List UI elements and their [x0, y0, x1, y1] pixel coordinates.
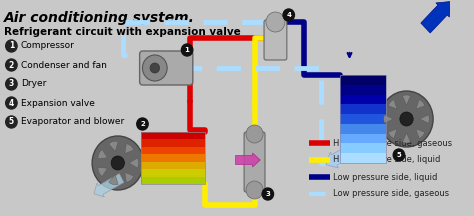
FancyArrow shape	[326, 140, 364, 168]
Circle shape	[393, 149, 405, 161]
Wedge shape	[125, 172, 134, 182]
Circle shape	[6, 97, 17, 109]
Circle shape	[111, 156, 124, 170]
Bar	[340, 104, 386, 115]
Circle shape	[150, 63, 160, 73]
Wedge shape	[416, 129, 425, 138]
Wedge shape	[98, 149, 108, 159]
Text: 4: 4	[9, 98, 14, 108]
Bar	[141, 162, 205, 170]
Text: Expansion valve: Expansion valve	[21, 98, 95, 108]
Bar	[340, 153, 386, 164]
Circle shape	[143, 55, 167, 81]
FancyBboxPatch shape	[244, 132, 265, 192]
Text: 2: 2	[140, 121, 145, 127]
Wedge shape	[98, 167, 108, 176]
Wedge shape	[402, 133, 410, 143]
Wedge shape	[125, 144, 134, 154]
Bar	[340, 95, 386, 105]
Wedge shape	[388, 129, 397, 138]
Bar	[141, 132, 205, 184]
Bar	[340, 134, 386, 144]
Bar	[340, 143, 386, 154]
Wedge shape	[420, 115, 429, 123]
Text: Evaporator and blower: Evaporator and blower	[21, 118, 124, 127]
FancyArrow shape	[94, 174, 124, 197]
Bar	[141, 169, 205, 177]
Circle shape	[6, 78, 17, 90]
Wedge shape	[388, 100, 397, 109]
Text: Air conditioning system.: Air conditioning system.	[4, 11, 195, 25]
Bar	[141, 154, 205, 162]
Bar	[141, 147, 205, 155]
Bar	[340, 124, 386, 134]
Circle shape	[400, 112, 413, 126]
Bar	[340, 85, 386, 95]
Circle shape	[137, 118, 148, 130]
FancyArrow shape	[236, 153, 260, 167]
Circle shape	[246, 181, 263, 199]
Text: 1: 1	[9, 41, 14, 51]
Circle shape	[262, 188, 273, 200]
Text: 5: 5	[9, 118, 14, 127]
Wedge shape	[402, 95, 410, 105]
Bar	[340, 75, 386, 85]
Wedge shape	[109, 141, 118, 151]
Bar	[141, 132, 205, 140]
FancyBboxPatch shape	[140, 51, 193, 85]
Circle shape	[246, 125, 263, 143]
Wedge shape	[384, 115, 393, 123]
Bar	[141, 176, 205, 184]
Text: Compressor: Compressor	[21, 41, 75, 51]
Text: 3: 3	[9, 79, 14, 89]
Text: 5: 5	[397, 152, 401, 158]
Text: 4: 4	[286, 12, 291, 18]
Text: 2: 2	[9, 60, 14, 70]
FancyArrow shape	[421, 2, 451, 33]
Text: Low pressure side, liquid: Low pressure side, liquid	[333, 173, 438, 181]
Bar	[340, 75, 386, 163]
Circle shape	[92, 136, 144, 190]
Circle shape	[283, 9, 294, 21]
Circle shape	[380, 91, 433, 147]
Circle shape	[182, 44, 193, 56]
Circle shape	[6, 116, 17, 128]
Text: High pressure side, liquid: High pressure side, liquid	[333, 156, 441, 165]
Circle shape	[6, 59, 17, 71]
Wedge shape	[129, 158, 139, 168]
Bar	[340, 114, 386, 124]
Bar	[141, 140, 205, 147]
Text: Refrigerant circuit with expansion valve: Refrigerant circuit with expansion valve	[4, 27, 240, 37]
Text: 3: 3	[265, 191, 270, 197]
Text: High pressure side, gaseous: High pressure side, gaseous	[333, 138, 453, 148]
Circle shape	[266, 12, 285, 32]
Text: 1: 1	[185, 47, 190, 53]
FancyBboxPatch shape	[264, 20, 287, 60]
Text: Dryer: Dryer	[21, 79, 46, 89]
Text: Low pressure side, gaseous: Low pressure side, gaseous	[333, 189, 449, 199]
Wedge shape	[416, 100, 425, 109]
Wedge shape	[109, 175, 118, 185]
Text: Condenser and fan: Condenser and fan	[21, 60, 107, 70]
Circle shape	[6, 40, 17, 52]
